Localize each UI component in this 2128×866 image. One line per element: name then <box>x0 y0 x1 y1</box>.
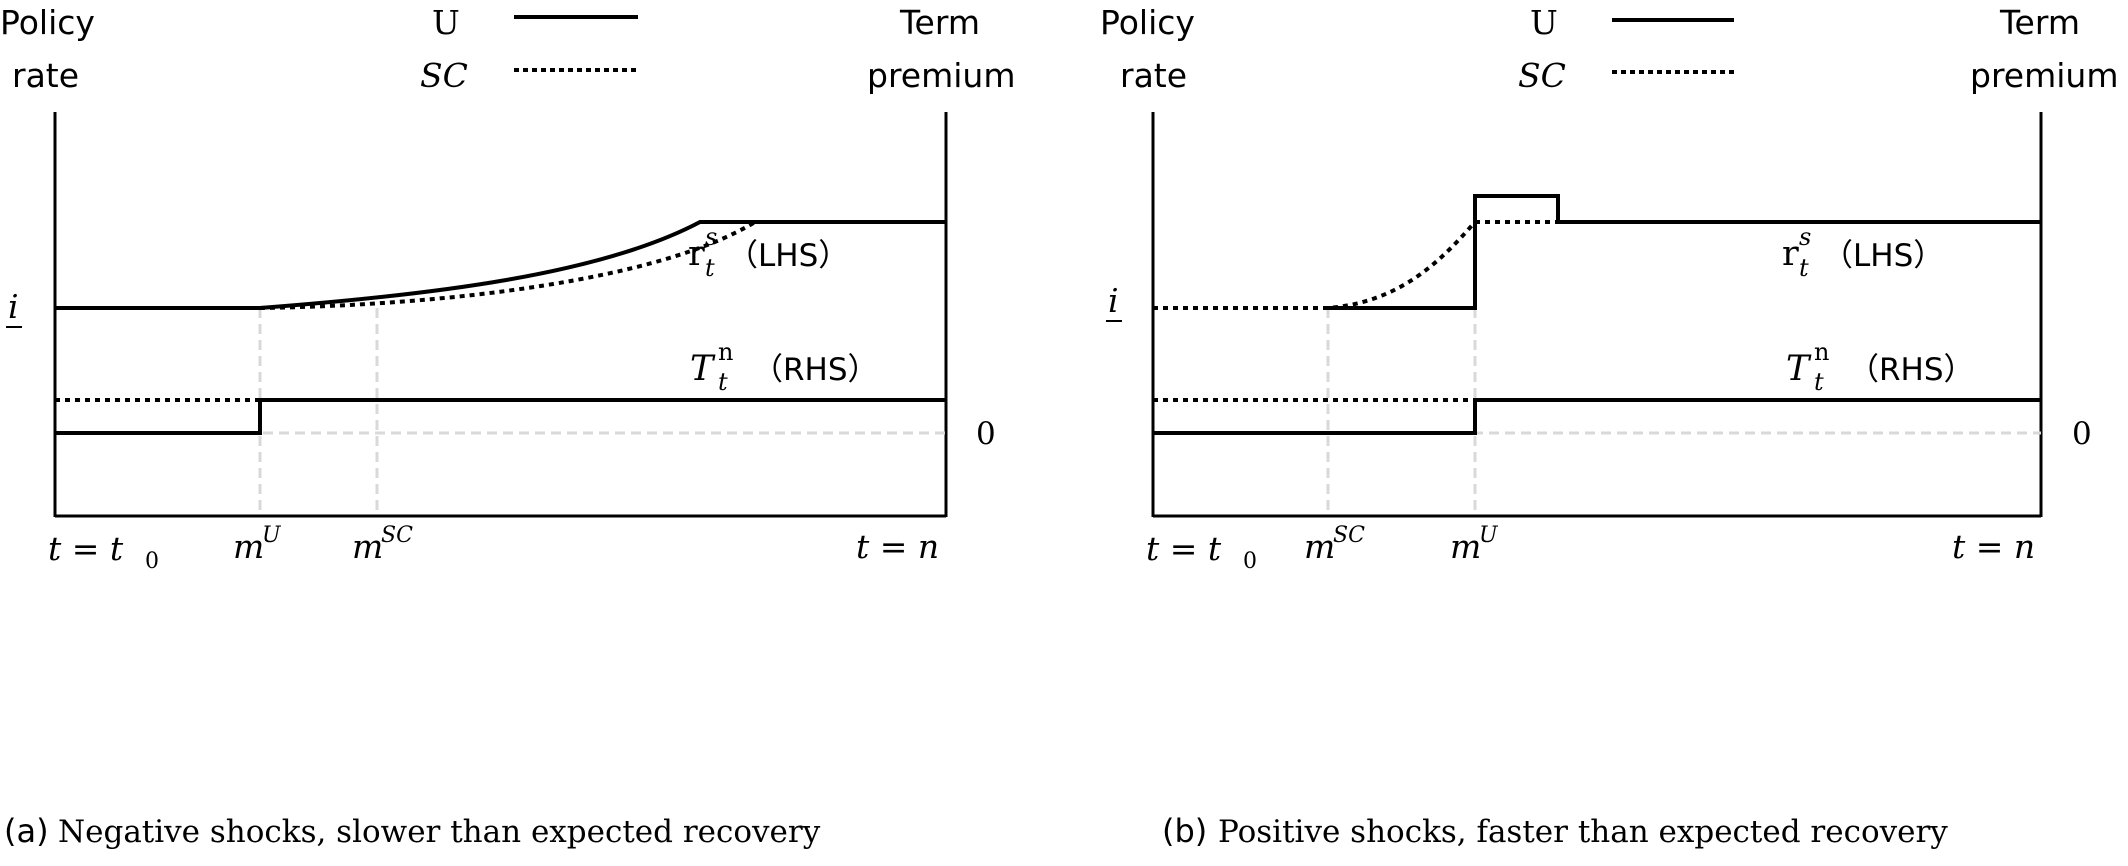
x-label-start: t = t 0 <box>1146 529 1257 574</box>
tn-label: T n t （RHS） <box>690 338 879 396</box>
policy-rate-u-line <box>1328 194 2041 310</box>
svg-text:T: T <box>690 349 716 389</box>
svg-text:（LHS）: （LHS） <box>1822 238 1944 274</box>
svg-text:t = t: t = t <box>48 529 124 568</box>
left-axis-label-line1: Policy <box>1100 3 1195 42</box>
svg-text:m: m <box>233 527 264 566</box>
zero-label: 0 <box>2072 416 2092 452</box>
rs-label: r s t （LHS） <box>688 223 849 282</box>
svg-text:(a): (a) <box>4 812 49 850</box>
policy-rate-u-line <box>55 220 946 310</box>
panel-b: Policy rate Term premium U SC r s t （LHS <box>1100 3 2118 850</box>
x-label-end: t = n <box>1952 527 2035 566</box>
legend-dotted-label: SC <box>420 56 468 95</box>
x-label-start: t = t 0 <box>48 529 159 574</box>
svg-text:m: m <box>1304 527 1335 566</box>
svg-text:s: s <box>1799 223 1811 251</box>
policy-rate-sc-line <box>1153 220 1477 310</box>
svg-text:m: m <box>352 527 383 566</box>
right-axis-label-line1: Term <box>899 3 980 42</box>
svg-text:（RHS）: （RHS） <box>1848 352 1975 388</box>
svg-text:n: n <box>718 338 733 366</box>
svg-text:t: t <box>705 254 715 282</box>
x-label-tick-b: m SC <box>352 523 413 566</box>
svg-text:Positive shocks, faster than e: Positive shocks, faster than expected re… <box>1218 814 1948 850</box>
left-axis-label-line2: rate <box>12 56 79 95</box>
svg-text:s: s <box>705 223 717 251</box>
svg-text:n: n <box>1814 338 1829 366</box>
term-premium-u-line <box>55 398 946 435</box>
svg-text:t: t <box>1814 368 1824 396</box>
x-label-tick-b: m U <box>1450 523 1499 566</box>
x-label-end: t = n <box>856 527 939 566</box>
svg-text:（RHS）: （RHS） <box>752 352 879 388</box>
svg-text:(b): (b) <box>1162 812 1207 850</box>
right-axis-label-line2: premium <box>1970 56 2118 95</box>
policy-rate-sc-line <box>259 220 757 310</box>
svg-text:（LHS）: （LHS） <box>727 238 849 274</box>
svg-text:SC: SC <box>1333 523 1365 548</box>
caption-b: (b) Positive shocks, faster than expecte… <box>1162 812 1948 850</box>
right-axis-label-line2: premium <box>867 56 1015 95</box>
svg-text:SC: SC <box>381 523 413 548</box>
svg-text:t: t <box>1799 254 1809 282</box>
left-axis-label-line2: rate <box>1120 56 1187 95</box>
x-label-tick-a: m U <box>233 523 282 566</box>
x-label-tick-a: m SC <box>1304 523 1365 566</box>
term-premium-u-line <box>1153 398 2041 435</box>
svg-text:r: r <box>1782 234 1799 274</box>
legend-dotted-label: SC <box>1518 56 1566 95</box>
svg-text:Negative shocks, slower than e: Negative shocks, slower than expected re… <box>58 814 821 850</box>
lower-bound-label: i <box>8 287 19 326</box>
svg-text:r: r <box>688 234 705 274</box>
tn-label: T n t （RHS） <box>1786 338 1975 396</box>
legend-solid-label: U <box>1530 3 1558 42</box>
rs-label: r s t （LHS） <box>1782 223 1944 282</box>
svg-text:0: 0 <box>145 549 159 574</box>
svg-text:m: m <box>1450 527 1481 566</box>
zero-label: 0 <box>976 416 996 452</box>
svg-text:U: U <box>1479 523 1499 548</box>
svg-text:U: U <box>262 523 282 548</box>
legend-solid-label: U <box>432 3 460 42</box>
caption-a: (a) Negative shocks, slower than expecte… <box>4 812 821 850</box>
svg-text:t: t <box>718 368 728 396</box>
svg-text:T: T <box>1786 349 1812 389</box>
panel-a: Policy rate Term premium U SC r s t （LHS… <box>0 3 1015 850</box>
right-axis-label-line1: Term <box>1999 3 2080 42</box>
left-axis-label-line1: Policy <box>0 3 95 42</box>
svg-text:0: 0 <box>1243 549 1257 574</box>
svg-text:t = t: t = t <box>1146 529 1222 568</box>
lower-bound-label: i <box>1108 281 1119 320</box>
